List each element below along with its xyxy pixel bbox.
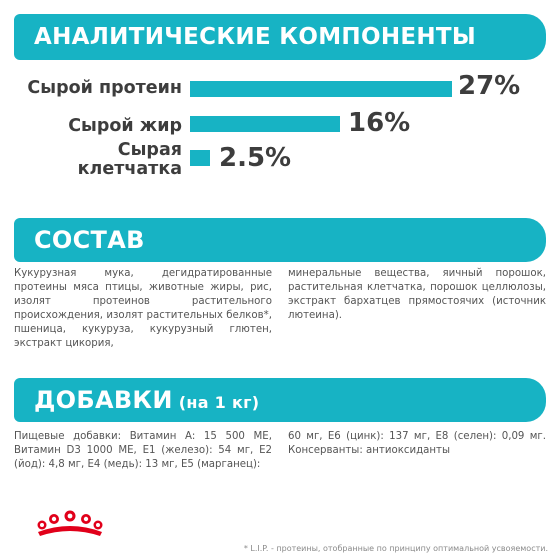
footnote: * L.I.P. - протеины, отобранные по принц… — [243, 544, 548, 553]
additives-text-right: 60 мг, E6 (цинк): 137 мг, E8 (селен): 0,… — [288, 431, 546, 456]
bar-label-fat: Сырой жир — [68, 116, 182, 136]
additives-title: ДОБАВКИ — [34, 386, 173, 414]
bar-label-fiber: Сырая клетчатка — [78, 141, 182, 179]
bar-fiber — [190, 150, 210, 166]
composition-banner: СОСТАВ — [14, 218, 546, 262]
bar-protein — [190, 81, 452, 97]
analytics-title: АНАЛИТИЧЕСКИЕ КОМПОНЕНТЫ — [34, 24, 477, 50]
additives-banner: ДОБАВКИ (на 1 кг) — [14, 378, 546, 422]
additives-subtitle: (на 1 кг) — [178, 393, 260, 412]
additives-title-wrap: ДОБАВКИ (на 1 кг) — [34, 386, 259, 414]
bar-label-protein: Сырой протеин — [27, 78, 182, 98]
composition-text-right: минеральные вещества, яичный порошок, ра… — [288, 268, 546, 321]
bar-label-fiber-line1: Сырая — [117, 140, 182, 160]
bar-label-fiber-line2: клетчатка — [77, 159, 182, 179]
composition-title: СОСТАВ — [34, 226, 145, 254]
additives-text-left: Пищевые добавки: Витамин A: 15 500 МЕ, В… — [14, 431, 272, 470]
royal-canin-crown-logo — [37, 510, 103, 536]
composition-text-left: Кукурузная мука, дегидратированные проте… — [14, 268, 272, 349]
bar-fat — [190, 116, 340, 132]
bar-value-fat: 16% — [348, 108, 411, 138]
analytics-banner: АНАЛИТИЧЕСКИЕ КОМПОНЕНТЫ — [14, 14, 546, 60]
bar-value-protein: 27% — [458, 71, 521, 101]
bar-value-fiber: 2.5% — [219, 143, 292, 173]
